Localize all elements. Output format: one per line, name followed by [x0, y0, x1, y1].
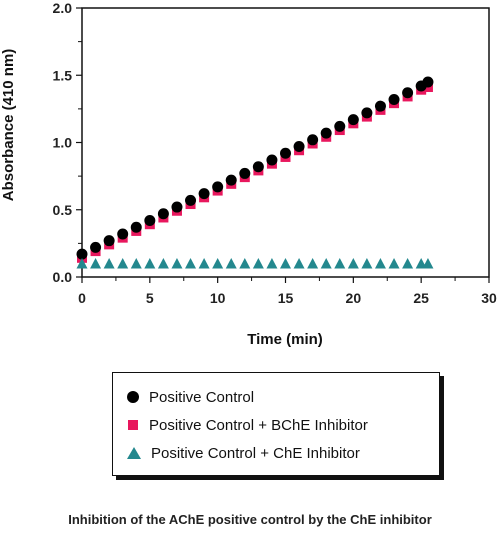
plot-frame [81, 7, 490, 278]
figure-caption: Inhibition of the AChE positive control … [68, 512, 432, 527]
data-point-triangle [76, 258, 88, 269]
data-point-circle [185, 194, 197, 206]
x-tick-label: 15 [278, 290, 294, 306]
legend-label: Positive Control + BChE Inhibitor [149, 416, 368, 434]
legend-item-che-inhibitor: Positive Control + ChE Inhibitor [127, 441, 360, 465]
data-point-circle [334, 120, 346, 132]
data-point-circle [252, 161, 264, 173]
x-tick-label: 0 [78, 290, 86, 306]
data-point-circle [307, 134, 319, 146]
data-point-circle [171, 201, 183, 213]
y-tick-label: 0.5 [53, 202, 73, 218]
data-point-triangle [374, 258, 386, 269]
data-point-circle [144, 215, 156, 227]
data-point-circle [374, 100, 386, 112]
data-point-triangle [185, 258, 197, 269]
data-point-circle [225, 174, 237, 186]
data-point-triangle [157, 258, 169, 269]
data-point-triangle [117, 258, 129, 269]
data-point-triangle [347, 258, 359, 269]
legend-circle-marker [127, 391, 139, 403]
data-point-circle [347, 114, 359, 126]
data-marks [76, 76, 434, 269]
y-axis-title: Absorbance (410 nm) [0, 49, 17, 202]
data-point-triangle [103, 258, 115, 269]
x-tick-label: 5 [146, 290, 154, 306]
data-point-triangle [225, 258, 237, 269]
data-point-circle [320, 127, 332, 139]
x-tick-label: 30 [481, 290, 497, 306]
data-point-triangle [90, 258, 102, 269]
data-point-triangle [402, 258, 414, 269]
axes: 0 5 10 15 20 25 30 0.0 0.5 1.0 1.5 2.0 [53, 0, 497, 306]
data-point-circle [117, 228, 129, 240]
data-point-triangle [307, 258, 319, 269]
data-point-triangle [361, 258, 373, 269]
data-point-triangle [130, 258, 142, 269]
data-point-circle [198, 188, 210, 200]
legend-item-bche-inhibitor: Positive Control + BChE Inhibitor [127, 413, 368, 437]
data-point-circle [157, 208, 169, 220]
data-point-triangle [280, 258, 291, 269]
series-0 [76, 76, 434, 260]
y-tick-label: 2.0 [53, 0, 73, 16]
data-point-triangle [212, 258, 224, 269]
data-point-circle [130, 221, 142, 233]
data-point-triangle [266, 258, 278, 269]
data-point-circle [103, 235, 115, 247]
data-point-triangle [198, 258, 210, 269]
legend-square-marker [128, 420, 138, 430]
data-point-triangle [293, 258, 305, 269]
y-tick-label: 1.0 [53, 135, 73, 151]
data-point-circle [388, 93, 400, 105]
data-point-circle [280, 147, 291, 159]
data-point-circle [239, 167, 251, 179]
data-point-circle [293, 141, 305, 153]
legend: Positive Control Positive Control + BChE… [112, 372, 440, 476]
y-tick-label: 1.5 [53, 67, 73, 83]
series-2 [76, 258, 434, 269]
x-axis-title: Time (min) [247, 331, 323, 348]
data-point-triangle [252, 258, 264, 269]
legend-triangle-marker [127, 447, 141, 459]
data-point-triangle [239, 258, 251, 269]
data-point-circle [90, 241, 102, 253]
scatter-chart: 0 5 10 15 20 25 30 0.0 0.5 1.0 1.5 2.0 Time (min) A… [0, 0, 497, 348]
data-point-circle [266, 154, 278, 166]
data-point-triangle [320, 258, 332, 269]
data-point-triangle [334, 258, 346, 269]
x-tick-label: 25 [413, 290, 429, 306]
y-tick-label: 0.0 [53, 269, 73, 285]
data-point-circle [422, 76, 434, 88]
data-point-circle [402, 87, 414, 99]
data-point-triangle [171, 258, 183, 269]
data-point-circle [361, 107, 373, 119]
data-point-triangle [388, 258, 400, 269]
data-point-triangle [422, 258, 434, 269]
data-point-circle [212, 181, 224, 193]
legend-item-positive-control: Positive Control [127, 385, 254, 409]
data-point-triangle [144, 258, 156, 269]
data-point-circle [76, 248, 88, 260]
x-tick-label: 10 [210, 290, 226, 306]
legend-label: Positive Control [149, 388, 255, 406]
x-tick-label: 20 [346, 290, 362, 306]
legend-label: Positive Control + ChE Inhibitor [151, 444, 360, 462]
